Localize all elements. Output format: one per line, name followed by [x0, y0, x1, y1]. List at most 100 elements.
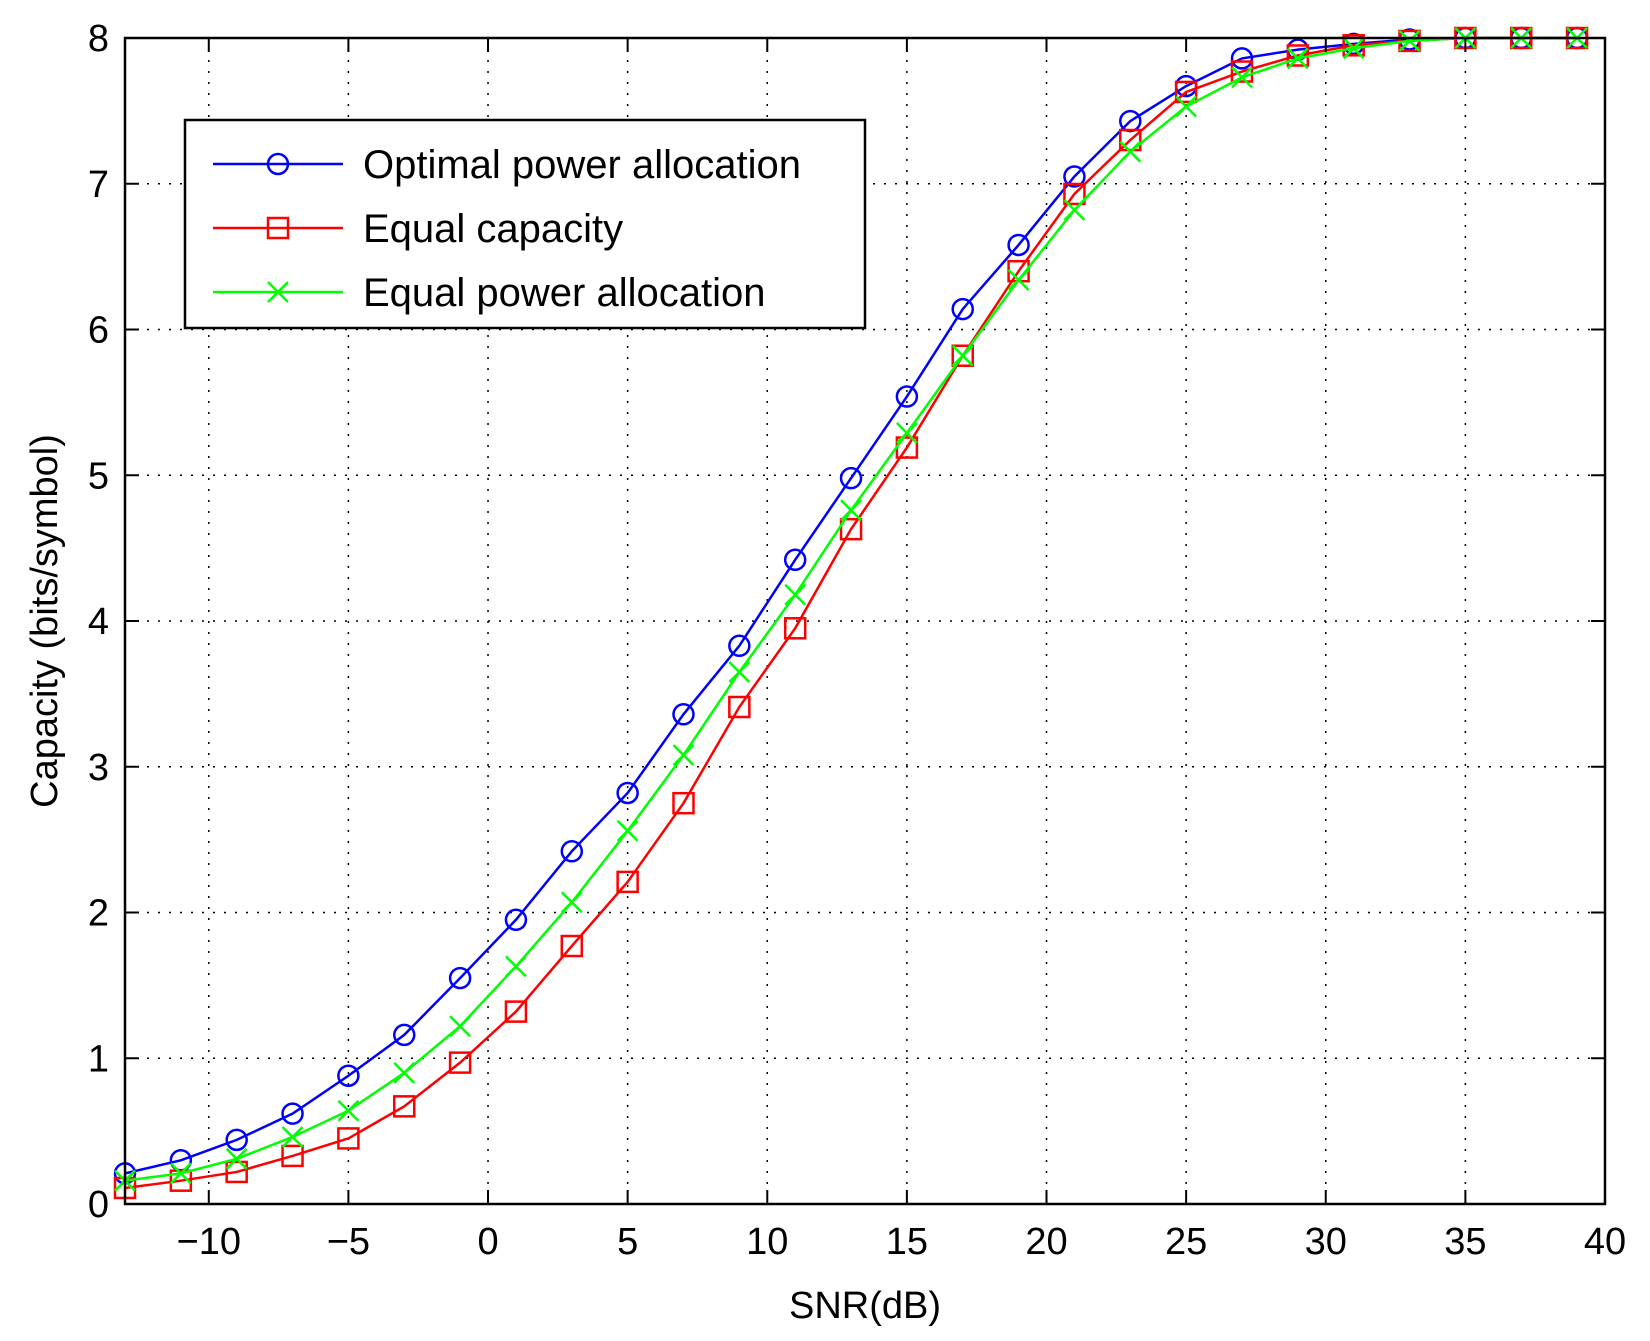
- data-point-circle: [225, 1128, 248, 1152]
- data-point-x: [1398, 30, 1421, 52]
- x-tick-label: 25: [1165, 1221, 1207, 1263]
- axis-ticks: −10 −5 0 5 10 15 20 25 30 35 40 0 1 2 3 4 5 6 7 8: [88, 18, 1626, 1263]
- data-point-circle: [1007, 233, 1030, 257]
- data-point-square: [783, 617, 807, 640]
- data-point-circle: [392, 1023, 416, 1047]
- x-axis-label: SNR(dB): [789, 1285, 941, 1327]
- data-point-x: [728, 661, 751, 683]
- y-tick-label: 0: [88, 1184, 109, 1226]
- y-tick-label: 2: [88, 893, 109, 935]
- data-point-x: [1175, 95, 1198, 118]
- data-point-x: [1119, 140, 1142, 163]
- data-point-circle: [266, 152, 290, 176]
- x-tick-label: 5: [617, 1221, 638, 1263]
- y-axis-label: Capacity (bits/symbol): [24, 434, 66, 808]
- data-point-x: [560, 891, 583, 914]
- legend-label: Equal capacity: [363, 207, 623, 251]
- data-point-circle: [1230, 47, 1254, 70]
- data-point-x: [225, 1147, 248, 1170]
- data-point-x: [672, 744, 695, 766]
- y-tick-label: 7: [88, 164, 109, 206]
- data-point-x: [1286, 47, 1309, 70]
- data-point-x: [1007, 269, 1030, 291]
- y-tick-label: 6: [88, 310, 109, 352]
- data-point-square: [951, 344, 974, 367]
- data-point-square: [225, 1160, 248, 1184]
- legend-item-3: Equal power allocation: [213, 271, 765, 315]
- data-point-circle: [672, 703, 695, 726]
- legend-label: Equal power allocation: [363, 271, 765, 315]
- x-tick-label: 15: [886, 1221, 928, 1263]
- data-point-square: [1174, 80, 1198, 104]
- data-point-circle: [1063, 165, 1086, 188]
- data-point-x: [1342, 37, 1365, 60]
- x-tick-label: 30: [1305, 1221, 1347, 1263]
- data-point-square: [337, 1127, 360, 1150]
- data-point-circle: [504, 908, 528, 932]
- series-3: [114, 27, 1588, 1192]
- data-point-square: [839, 517, 863, 541]
- series-line: [124, 36, 1578, 1190]
- data-point-square: [504, 1000, 528, 1023]
- data-point-circle: [728, 634, 751, 658]
- data-point-square: [266, 216, 290, 240]
- x-tick-label: 10: [746, 1221, 788, 1263]
- y-tick-label: 8: [88, 18, 109, 60]
- data-point-x: [281, 1126, 304, 1148]
- data-point-x: [449, 1015, 471, 1038]
- data-point-x: [1231, 66, 1253, 89]
- series-2: [113, 26, 1589, 1200]
- x-tick-label: −5: [327, 1221, 370, 1263]
- data-point-square: [728, 695, 751, 719]
- data-point-square: [672, 791, 695, 815]
- legend-item-1: Optimal power allocation: [213, 143, 801, 187]
- legend: Optimal power allocation Equal capacity Eq…: [183, 118, 867, 330]
- y-tick-label: 1: [88, 1038, 109, 1080]
- x-tick-label: −10: [177, 1221, 241, 1263]
- data-point-square: [448, 1051, 472, 1074]
- x-tick-label: 35: [1444, 1221, 1486, 1263]
- grid-lines: [125, 38, 1605, 1204]
- data-point-square: [281, 1144, 304, 1168]
- data-point-square: [1063, 182, 1086, 206]
- series-lines: [113, 26, 1589, 1200]
- legend-label: Optimal power allocation: [363, 143, 801, 187]
- x-tick-label: 0: [477, 1221, 498, 1263]
- data-point-circle: [281, 1102, 304, 1125]
- data-point-x: [840, 499, 862, 522]
- data-point-circle: [783, 548, 807, 572]
- data-point-x: [393, 1061, 416, 1084]
- data-point-x: [784, 583, 807, 606]
- data-point-x: [896, 422, 918, 444]
- data-point-circle: [895, 385, 919, 408]
- data-point-x: [505, 955, 527, 978]
- data-point-square: [1342, 34, 1365, 57]
- data-point-circle: [616, 781, 639, 805]
- x-tick-label: 40: [1584, 1221, 1626, 1263]
- series-line: [124, 36, 1578, 1175]
- data-point-circle: [337, 1064, 360, 1087]
- data-point-x: [337, 1099, 360, 1122]
- y-tick-label: 4: [88, 601, 109, 643]
- data-point-circle: [839, 466, 863, 490]
- legend-box: [183, 118, 867, 330]
- data-point-square: [560, 934, 584, 958]
- data-point-square: [169, 1169, 193, 1192]
- data-point-x: [616, 819, 639, 842]
- x-tick-label: 20: [1025, 1221, 1067, 1263]
- data-point-square: [616, 870, 639, 894]
- data-point-x: [951, 344, 974, 367]
- y-tick-label: 5: [88, 455, 109, 497]
- data-point-circle: [951, 297, 974, 321]
- data-point-square: [392, 1095, 416, 1118]
- y-tick-label: 3: [88, 747, 109, 789]
- data-point-x: [169, 1162, 192, 1185]
- data-point-circle: [560, 840, 584, 863]
- data-point-x: [267, 281, 289, 303]
- legend-item-2: Equal capacity: [213, 207, 623, 251]
- data-point-circle: [448, 966, 472, 990]
- data-point-square: [1230, 60, 1254, 83]
- data-point-x: [1063, 199, 1086, 221]
